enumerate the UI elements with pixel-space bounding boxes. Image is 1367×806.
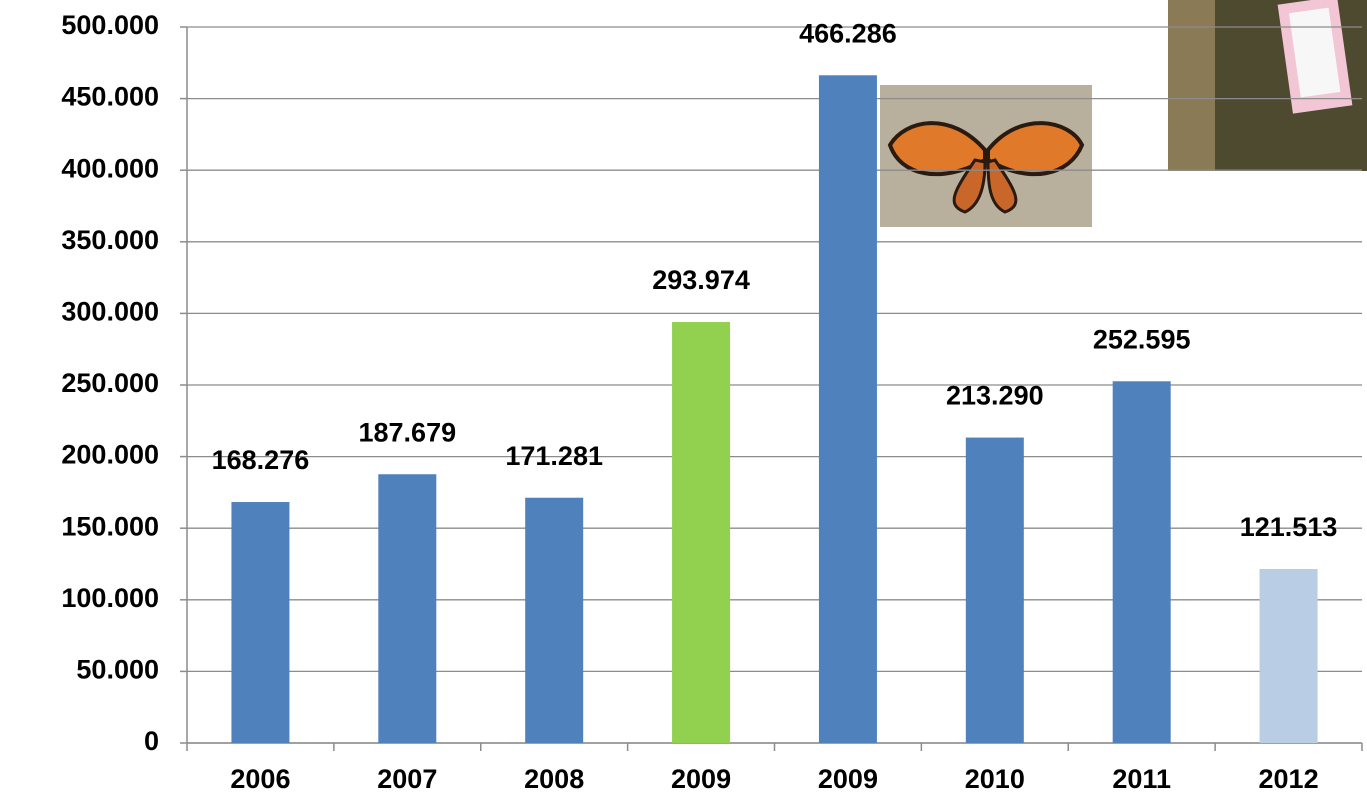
- page: 0 50.000 100.000 150.000 200.000 250.000 300.0…: [0, 0, 1367, 806]
- person-photo: [1168, 0, 1367, 171]
- y-tick-label: 450.000: [61, 82, 159, 112]
- data-label: 168.276: [212, 445, 310, 475]
- data-label: 171.281: [505, 441, 603, 471]
- bar: [819, 75, 877, 743]
- x-tick-label: 2012: [1259, 764, 1319, 794]
- data-label: 252.595: [1093, 324, 1191, 354]
- bar: [378, 474, 436, 743]
- y-tick-label: 50.000: [76, 655, 159, 685]
- y-tick-label: 400.000: [61, 153, 159, 183]
- y-tick-label: 100.000: [61, 583, 159, 613]
- y-tick-label: 0: [144, 726, 159, 756]
- data-label: 213.290: [946, 381, 1044, 411]
- butterfly-photo: [880, 85, 1092, 227]
- x-tick-label: 2010: [965, 764, 1025, 794]
- y-tick-label: 300.000: [61, 297, 159, 327]
- x-tick-label: 2007: [377, 764, 437, 794]
- y-tick-label: 350.000: [61, 225, 159, 255]
- x-tick-label: 2009: [671, 764, 731, 794]
- x-tick-label: 2009: [818, 764, 878, 794]
- bar: [231, 502, 289, 743]
- bar: [1113, 381, 1171, 743]
- data-label: 187.679: [359, 417, 457, 447]
- y-tick-label: 200.000: [61, 440, 159, 470]
- bar: [1260, 569, 1318, 743]
- chart: 0 50.000 100.000 150.000 200.000 250.000 300.0…: [0, 0, 1367, 806]
- y-tick-label: 250.000: [61, 368, 159, 398]
- bar: [525, 498, 583, 743]
- x-tick-label: 2006: [230, 764, 290, 794]
- y-tick-label: 500.000: [61, 10, 159, 40]
- y-tick-label: 150.000: [61, 511, 159, 541]
- bar: [672, 322, 730, 743]
- data-label: 121.513: [1240, 512, 1338, 542]
- bar: [966, 438, 1024, 743]
- data-label: 293.974: [652, 265, 750, 295]
- x-tick-label: 2011: [1112, 764, 1171, 794]
- x-tick-label: 2008: [524, 764, 584, 794]
- data-label: 466.286: [799, 18, 897, 48]
